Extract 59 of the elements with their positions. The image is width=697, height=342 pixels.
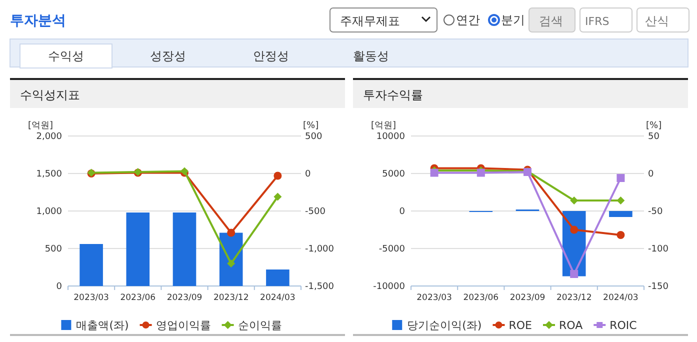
bar bbox=[80, 244, 103, 286]
y2-tick-label: 500 bbox=[305, 132, 322, 142]
y2-tick-label: 0 bbox=[305, 170, 311, 180]
y2-tick-label: 50 bbox=[648, 132, 660, 142]
point bbox=[274, 192, 282, 201]
y2-tick-label: -50 bbox=[648, 207, 663, 217]
y-tick-label: 5000 bbox=[382, 170, 406, 180]
y-tick-label: 1,500 bbox=[36, 170, 62, 180]
x-tick-label: 2023/06 bbox=[463, 293, 499, 303]
legend-label: ROE bbox=[508, 319, 532, 332]
point bbox=[616, 231, 625, 239]
legend-label: 순이익률 bbox=[238, 319, 282, 332]
y2-axis-title: [%] bbox=[303, 121, 319, 131]
x-tick-label: 2023/12 bbox=[213, 293, 249, 303]
x-tick-label: 2023/09 bbox=[510, 293, 546, 303]
x-tick-label: 2024/03 bbox=[260, 293, 296, 303]
y2-tick-label: -150 bbox=[648, 282, 669, 292]
legend-label: 영업이익률 bbox=[156, 319, 211, 332]
chart-title: 투자수익률 bbox=[363, 88, 423, 102]
point bbox=[227, 260, 236, 268]
y2-tick-label: -1,000 bbox=[305, 244, 334, 254]
x-tick-label: 2023/03 bbox=[74, 293, 109, 303]
bar bbox=[266, 270, 290, 286]
y-tick-label: 0 bbox=[399, 207, 406, 217]
y-tick-label: -10000 bbox=[373, 282, 406, 292]
point bbox=[227, 228, 236, 237]
legend-label: 매출액(좌) bbox=[76, 319, 129, 332]
bar bbox=[126, 212, 150, 286]
point bbox=[274, 172, 282, 180]
legend-label: ROA bbox=[558, 319, 584, 332]
point bbox=[570, 226, 578, 234]
y2-tick-label: -1,500 bbox=[305, 282, 334, 292]
y2-tick-label: -100 bbox=[648, 244, 669, 254]
y-tick-label: 2,000 bbox=[36, 132, 62, 142]
x-tick-label: 2023/06 bbox=[120, 293, 156, 303]
y2-tick-label: -500 bbox=[305, 207, 326, 217]
y2-tick-label: 0 bbox=[648, 170, 654, 180]
point bbox=[430, 168, 438, 177]
x-tick-label: 2023/12 bbox=[556, 293, 592, 303]
y-tick-label: 10000 bbox=[376, 132, 406, 142]
y-tick-label: 1,000 bbox=[36, 207, 62, 217]
legend-label: ROIC bbox=[610, 319, 638, 332]
legend-label: 당기순이익(좌) bbox=[407, 319, 482, 332]
x-tick-label: 2023/03 bbox=[416, 293, 452, 303]
y2-axis-title: [%] bbox=[646, 121, 662, 131]
point bbox=[476, 168, 485, 177]
x-tick-label: 2024/03 bbox=[603, 293, 638, 303]
y-tick-label: -5000 bbox=[378, 244, 406, 254]
x-tick-label: 2023/09 bbox=[166, 293, 202, 303]
chart-title: 수익성지표 bbox=[20, 88, 80, 102]
bar bbox=[172, 212, 196, 286]
point bbox=[616, 174, 625, 182]
point bbox=[570, 270, 578, 278]
y-tick-label: 500 bbox=[44, 244, 62, 254]
y-axis-title: [억원] bbox=[28, 121, 54, 131]
point bbox=[616, 196, 625, 204]
header: 투자분석 주재무제표 연간 분기 검색 IFRS 산식 수익성 성장성 안정성 활동성 bbox=[10, 8, 690, 68]
y-tick-label: 0 bbox=[56, 282, 62, 292]
y-axis-title: [억원] bbox=[371, 121, 396, 131]
